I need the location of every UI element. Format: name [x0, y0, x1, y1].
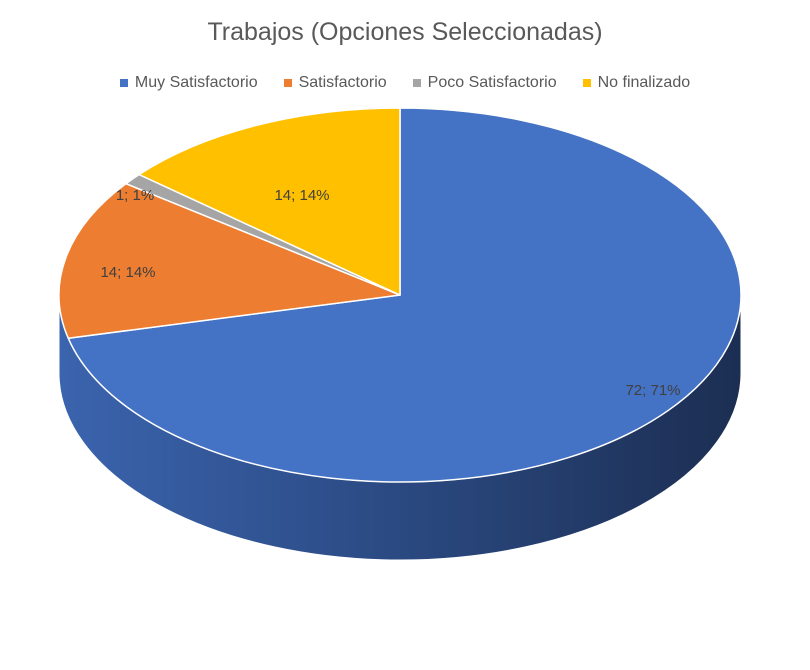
legend-label: Satisfactorio [298, 74, 387, 91]
legend-label: No finalizado [597, 74, 691, 91]
chart-title: Trabajos (Opciones Seleccionadas) [207, 18, 603, 46]
slice-satisfactorio [58, 182, 401, 339]
data-label-no-finalizado: 14; 14% [274, 187, 329, 204]
legend-item-poco-satisfactorio: Poco Satisfactorio [412, 74, 557, 92]
legend-label: Muy Satisfactorio [134, 74, 258, 91]
legend: Muy Satisfactorio Satisfactorio Poco Sat… [0, 74, 810, 92]
legend-swatch [582, 79, 591, 87]
legend-label: Poco Satisfactorio [427, 74, 557, 91]
data-label-satisfactorio: 14; 14% [100, 264, 155, 281]
legend-swatch [119, 79, 128, 87]
legend-swatch [283, 79, 292, 87]
legend-item-no-finalizado: No finalizado [582, 74, 691, 92]
data-label-poco-satisfactorio: 1; 1% [116, 187, 154, 204]
data-label-muy-satisfactorio: 72; 71% [625, 382, 680, 399]
legend-swatch [412, 79, 421, 87]
slice-no-finalizado [138, 107, 401, 296]
slice-muy-satisfactorio [67, 107, 742, 483]
legend-item-muy-satisfactorio: Muy Satisfactorio [119, 74, 258, 92]
legend-item-satisfactorio: Satisfactorio [283, 74, 387, 92]
